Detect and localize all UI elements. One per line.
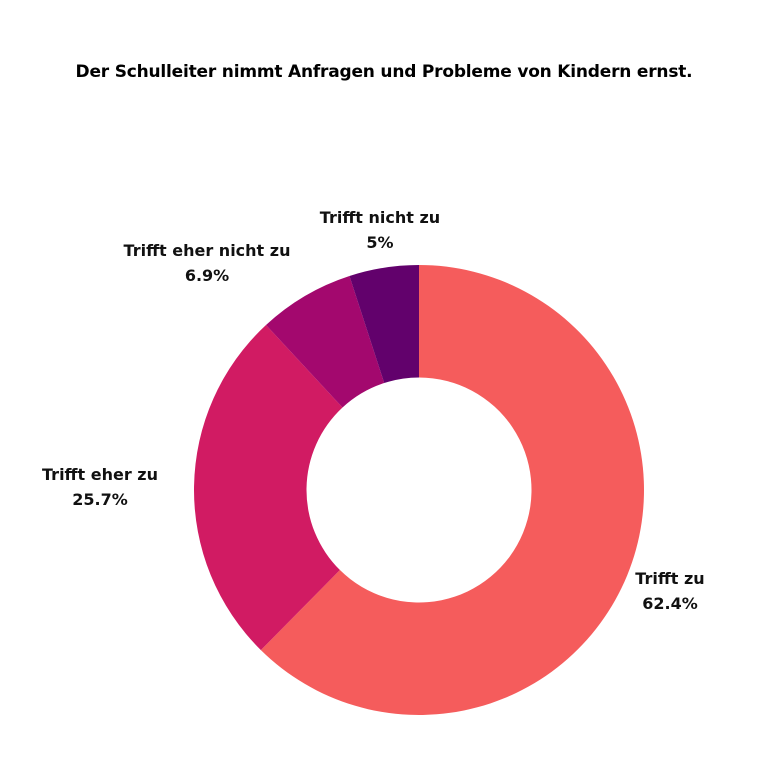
slice-label-name: Trifft zu [635,569,705,588]
donut-slice-trifft-zu [260,265,644,715]
slice-label-trifft-eher-nicht-zu: Trifft eher nicht zu 6.9% [112,238,302,288]
slice-label-value: 25.7% [72,490,128,509]
slice-label-trifft-zu: Trifft zu 62.4% [622,566,718,616]
slice-label-name: Trifft nicht zu [319,208,441,227]
slice-label-value: 6.9% [184,266,230,285]
slice-label-trifft-nicht-zu: Trifft nicht zu 5% [300,205,460,255]
donut-slice-trifft-eher-zu [194,325,343,651]
slice-label-trifft-eher-zu: Trifft eher zu 25.7% [30,462,170,512]
donut-slice-trifft-nicht-zu [349,265,419,384]
slice-label-value: 5% [366,233,394,252]
slice-label-name: Trifft eher zu [42,465,158,484]
slice-label-value: 62.4% [642,594,698,613]
chart-title: Der Schulleiter nimmt Anfragen und Probl… [75,62,693,82]
donut-slice-trifft-eher-nicht-zu [266,276,385,408]
slice-label-name: Trifft eher nicht zu [123,241,291,260]
